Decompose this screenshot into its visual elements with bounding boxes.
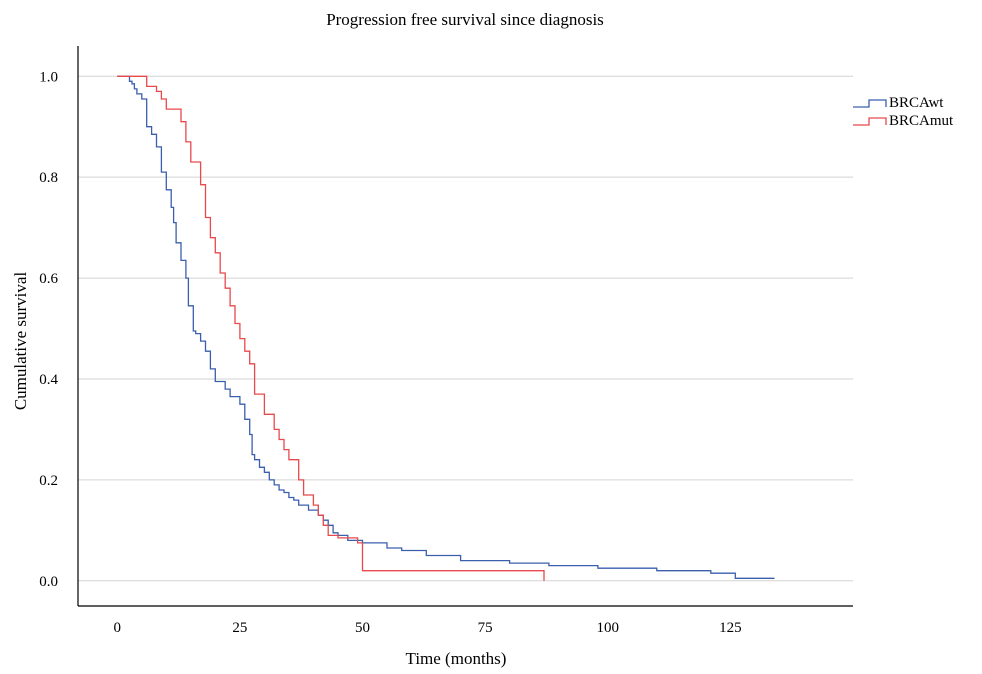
y-tick-labels: 0.0 0.2 0.4 0.6 0.8 1.0 — [39, 69, 58, 590]
y-tick-label: 1.0 — [39, 69, 58, 85]
y-tick-label: 0.6 — [39, 271, 58, 287]
y-tick-label: 0.8 — [39, 170, 58, 186]
x-tick-label: 0 — [113, 620, 121, 636]
y-tick-label: 0.0 — [39, 574, 58, 590]
chart-title: Progression free survival since diagnosi… — [326, 10, 604, 29]
y-tick-label: 0.4 — [39, 372, 58, 388]
x-tick-label: 50 — [355, 620, 370, 636]
series-group — [117, 75, 775, 581]
y-axis-label: Cumulative survival — [11, 272, 30, 411]
x-tick-label: 125 — [719, 620, 742, 636]
legend-swatch — [853, 117, 887, 126]
legend-item-brcawt: BRCAwt — [853, 95, 944, 111]
y-tick-label: 0.2 — [39, 473, 58, 489]
legend-swatch — [853, 99, 887, 108]
legend-label: BRCAmut — [889, 113, 954, 129]
legend: BRCAwt BRCAmut — [853, 95, 954, 129]
x-tick-labels: 0 25 50 75 100 125 — [113, 620, 741, 636]
legend-label: BRCAwt — [889, 95, 944, 111]
series-line-brcamut — [117, 75, 545, 581]
x-tick-label: 75 — [478, 620, 493, 636]
x-axis-label: Time (months) — [406, 649, 507, 668]
x-tick-label: 25 — [232, 620, 247, 636]
axes — [77, 46, 853, 607]
x-tick-label: 100 — [596, 620, 619, 636]
series-line-brcawt — [117, 75, 775, 579]
legend-item-brcamut: BRCAmut — [853, 113, 954, 129]
gridlines — [78, 75, 853, 582]
